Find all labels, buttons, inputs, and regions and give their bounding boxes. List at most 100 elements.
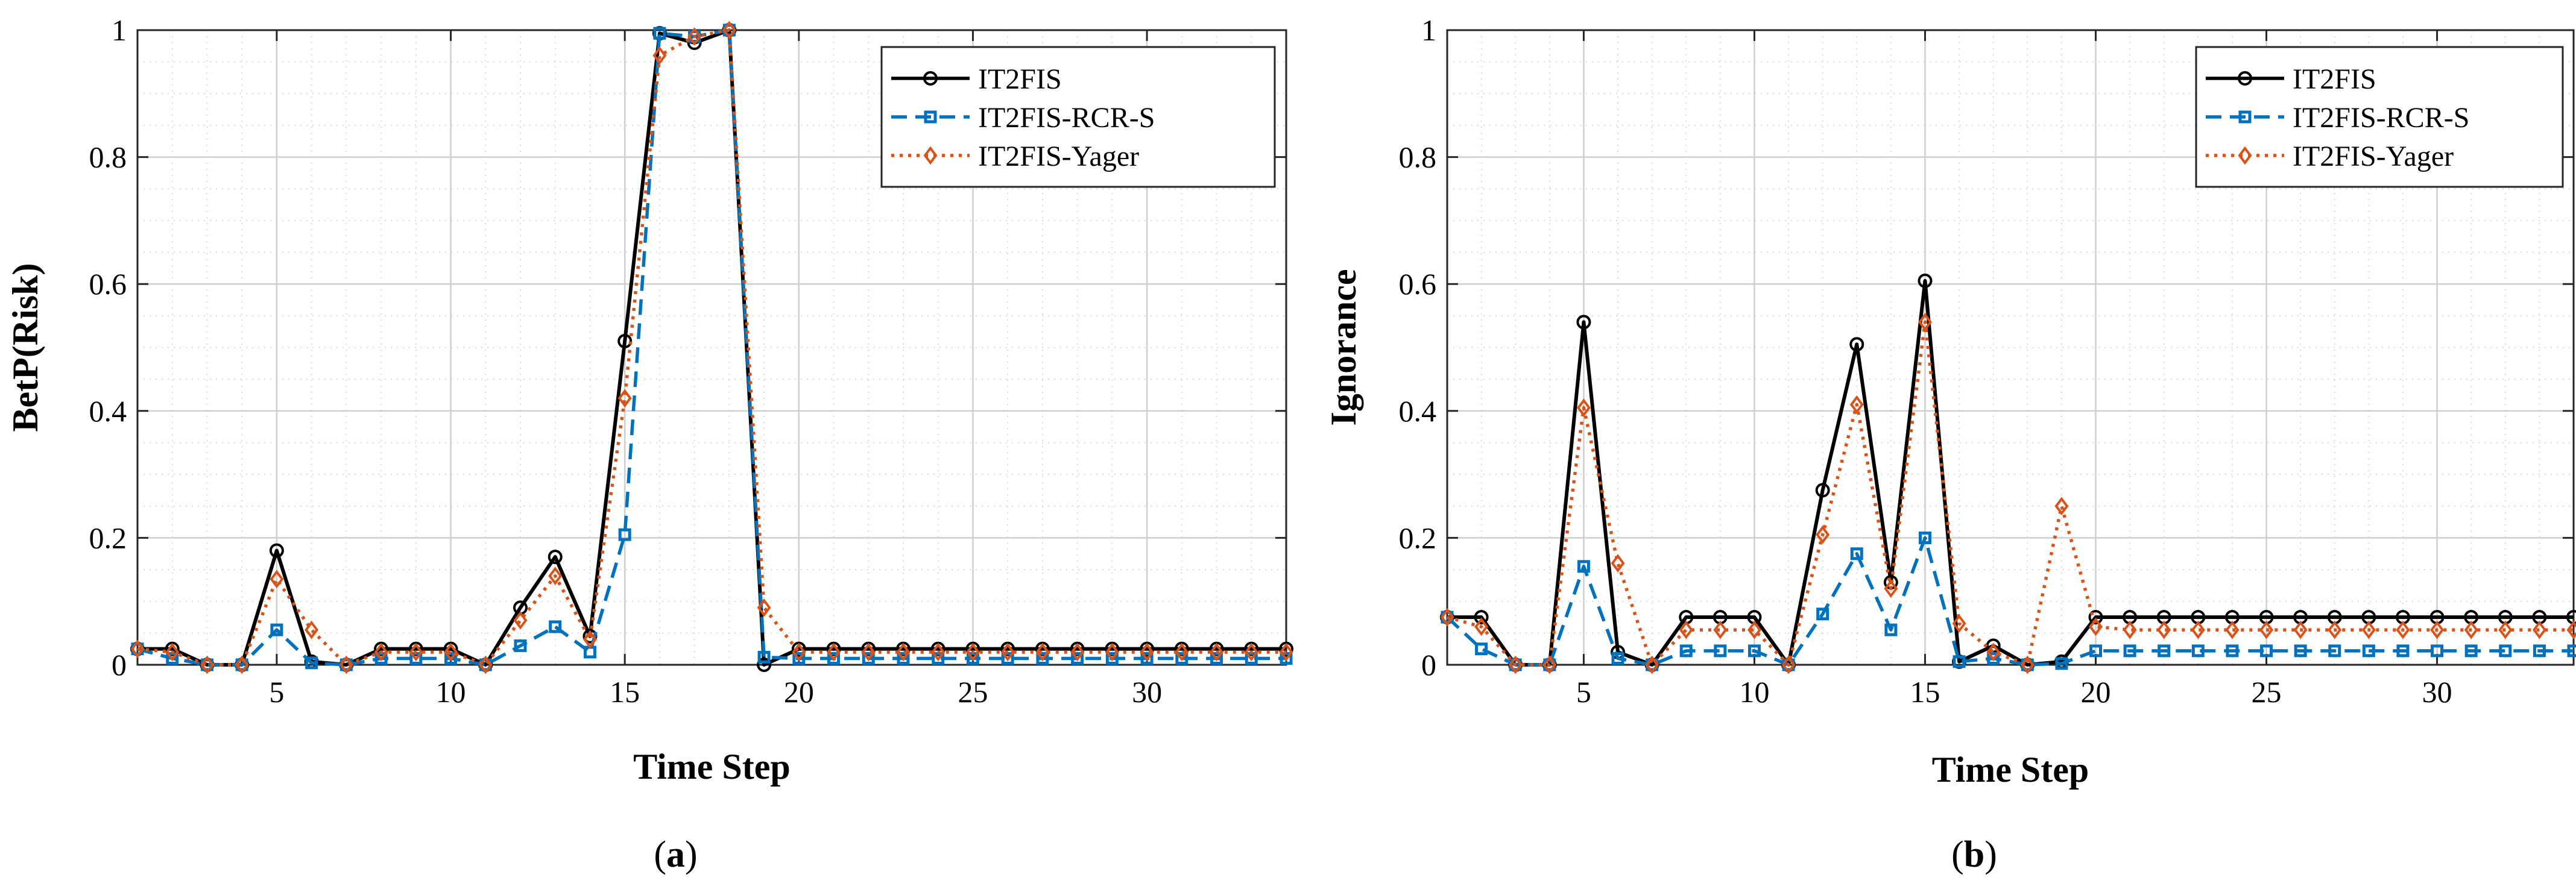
data-point [827, 642, 841, 662]
data-point [1816, 608, 1829, 621]
data-point [618, 528, 631, 541]
minor-grid [1447, 30, 2574, 665]
chart-b: 5 10 15 20 25 30 0 0.2 0.4 0.6 0.8 1 Time Step Ignora… [1324, 13, 2576, 875]
data-point [2533, 644, 2546, 658]
data-point [1781, 655, 1796, 674]
data-point [931, 642, 945, 662]
x-tick-label: 30 [2422, 675, 2452, 709]
data-point [1474, 610, 1489, 625]
data-point [1815, 483, 1830, 498]
chart-a: 5 10 15 20 25 30 0 0.2 0.4 0.6 0.8 1 Time Step BetP(R… [5, 13, 1293, 875]
x-axis-title: Time Step [633, 747, 791, 787]
data-point [200, 655, 214, 674]
series-it2fis [1440, 273, 2576, 672]
data-point [2123, 644, 2136, 658]
legend-marker [923, 71, 938, 86]
data-point [1747, 644, 1761, 658]
data-point [1849, 395, 1864, 414]
data-point [1175, 642, 1189, 662]
data-point [1679, 644, 1693, 658]
series-it2fis-yager [130, 20, 1293, 674]
legend-marker [2238, 110, 2252, 124]
data-point [1576, 315, 1591, 330]
series-it2fis-rcr-s [1441, 531, 2576, 671]
data-point [1918, 531, 1931, 544]
data-point [2431, 644, 2444, 658]
data-point [2328, 620, 2342, 639]
y-tick-label: 0.8 [1399, 140, 1437, 174]
data-point [2123, 620, 2137, 639]
data-point [2464, 620, 2478, 639]
axes-box [1446, 29, 2575, 666]
data-point [2396, 620, 2410, 639]
data-point [1679, 620, 1693, 639]
data-point [2294, 644, 2307, 658]
x-tick-label: 5 [269, 675, 284, 709]
data-point [1747, 620, 1761, 639]
data-point [2089, 644, 2103, 658]
data-point [444, 652, 458, 665]
data-point [1987, 652, 2000, 665]
data-point [548, 549, 563, 564]
data-point [2498, 620, 2513, 639]
data-point [1918, 273, 1933, 288]
y-tick-label: 0.6 [1399, 267, 1437, 301]
data-point [827, 652, 841, 665]
data-point [2260, 644, 2273, 658]
x-tick-label: 15 [610, 675, 640, 709]
data-point [1105, 642, 1119, 662]
data-point [1475, 642, 1488, 656]
data-point [1210, 642, 1224, 662]
data-point [1816, 525, 1830, 544]
data-point [652, 46, 667, 65]
x-tick-label: 15 [1910, 675, 1940, 709]
data-point [965, 642, 980, 662]
data-point [548, 567, 563, 585]
data-point [409, 642, 423, 662]
data-point [2226, 644, 2239, 658]
data-point [374, 642, 388, 662]
data-point [1542, 655, 1557, 674]
legend-label: IT2FIS-Yager [2293, 140, 2454, 172]
caption-paren: ( [654, 834, 666, 875]
y-axis-title: BetP(Risk) [5, 263, 45, 432]
caption-letter: b [1964, 834, 1984, 875]
data-point [2191, 620, 2205, 639]
data-point [582, 630, 597, 649]
legend-label: IT2FIS-RCR-S [2293, 102, 2469, 134]
x-axis-title: Time Step [1932, 750, 2089, 790]
data-point [897, 652, 910, 665]
data-point [478, 655, 493, 674]
data-point [896, 642, 911, 662]
data-point [2158, 644, 2171, 658]
y-tick-label: 0 [1421, 648, 1436, 682]
y-axis-title: Ignorance [1324, 269, 1363, 426]
data-point [1611, 652, 1624, 665]
data-point [1070, 642, 1085, 662]
data-point [1474, 617, 1489, 636]
data-point [1884, 623, 1898, 636]
data-point [1986, 642, 2001, 662]
data-point [130, 639, 145, 659]
data-point [1508, 655, 1523, 674]
series-line [1447, 320, 2574, 667]
data-point [792, 652, 806, 665]
data-point [617, 389, 632, 408]
panel-caption: (b) [1951, 834, 1997, 875]
data-point [1440, 608, 1454, 627]
data-point [165, 642, 180, 662]
data-point [2362, 644, 2375, 658]
data-point [722, 20, 736, 40]
data-point [1645, 655, 1659, 674]
data-point [305, 656, 318, 670]
x-tick-label: 20 [784, 675, 814, 709]
legend-label: IT2FIS [978, 63, 1062, 95]
data-point [861, 642, 876, 662]
data-point [305, 620, 319, 639]
legend-marker [2238, 146, 2252, 165]
legend: IT2FIS IT2FIS-RCR-S IT2FIS-Yager [2195, 46, 2564, 188]
y-tick-label: 0.2 [89, 521, 127, 554]
data-point [1000, 642, 1015, 662]
data-point [1918, 313, 1932, 331]
